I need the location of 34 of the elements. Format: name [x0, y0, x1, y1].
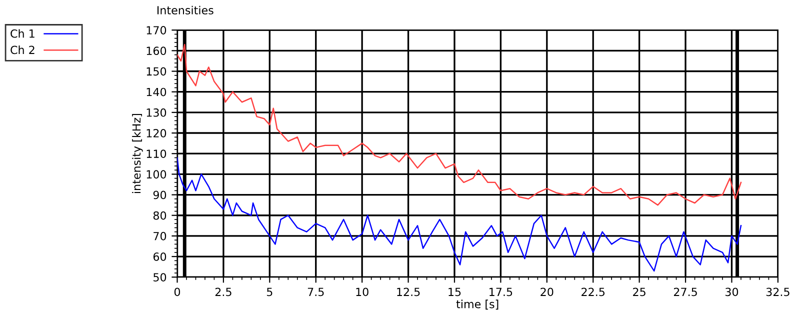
- x-axis-title: time [s]: [456, 300, 498, 310]
- x-tick-label: 5: [266, 288, 272, 296]
- x-tick-label: 27.5: [674, 288, 697, 296]
- y-tick-label: 120: [146, 128, 166, 138]
- x-tick-label: 32.5: [766, 288, 790, 296]
- y-tick-label: 80: [153, 211, 166, 220]
- y-tick-label: 60: [153, 252, 166, 261]
- line-series: [177, 157, 742, 272]
- legend-label: Ch 2: [10, 46, 34, 54]
- x-tick-label: 25: [633, 288, 646, 296]
- y-tick-label: 140: [146, 88, 166, 96]
- x-tick-label: 12.5: [397, 288, 420, 296]
- x-tick-label: 17.5: [490, 288, 512, 296]
- y-tick-label: 160: [146, 46, 166, 56]
- chart-title: Intensities: [157, 6, 214, 14]
- y-tick-label: 90: [153, 190, 166, 200]
- y-tick-label: 70: [154, 232, 166, 240]
- y-tick-label: 110: [146, 150, 166, 158]
- y-tick-label: 100: [146, 170, 166, 179]
- x-tick-label: 15: [448, 288, 461, 296]
- y-axis-title: intensity [kHz]: [132, 114, 143, 194]
- legend-label: Ch 1: [10, 29, 34, 38]
- y-tick-label: 130: [146, 108, 166, 117]
- x-tick-label: 0: [174, 288, 180, 296]
- x-tick-label: 7.5: [308, 288, 324, 296]
- y-tick-label: 150: [146, 67, 166, 76]
- x-tick-label: 10: [356, 288, 368, 296]
- x-tick-label: 22.5: [582, 288, 605, 296]
- y-tick-label: 50: [154, 273, 166, 282]
- line-series: [177, 44, 742, 206]
- x-tick-label: 20: [540, 288, 554, 296]
- x-tick-label: 2.5: [215, 288, 232, 296]
- x-tick-label: 30: [726, 288, 738, 296]
- y-tick-label: 170: [146, 26, 166, 34]
